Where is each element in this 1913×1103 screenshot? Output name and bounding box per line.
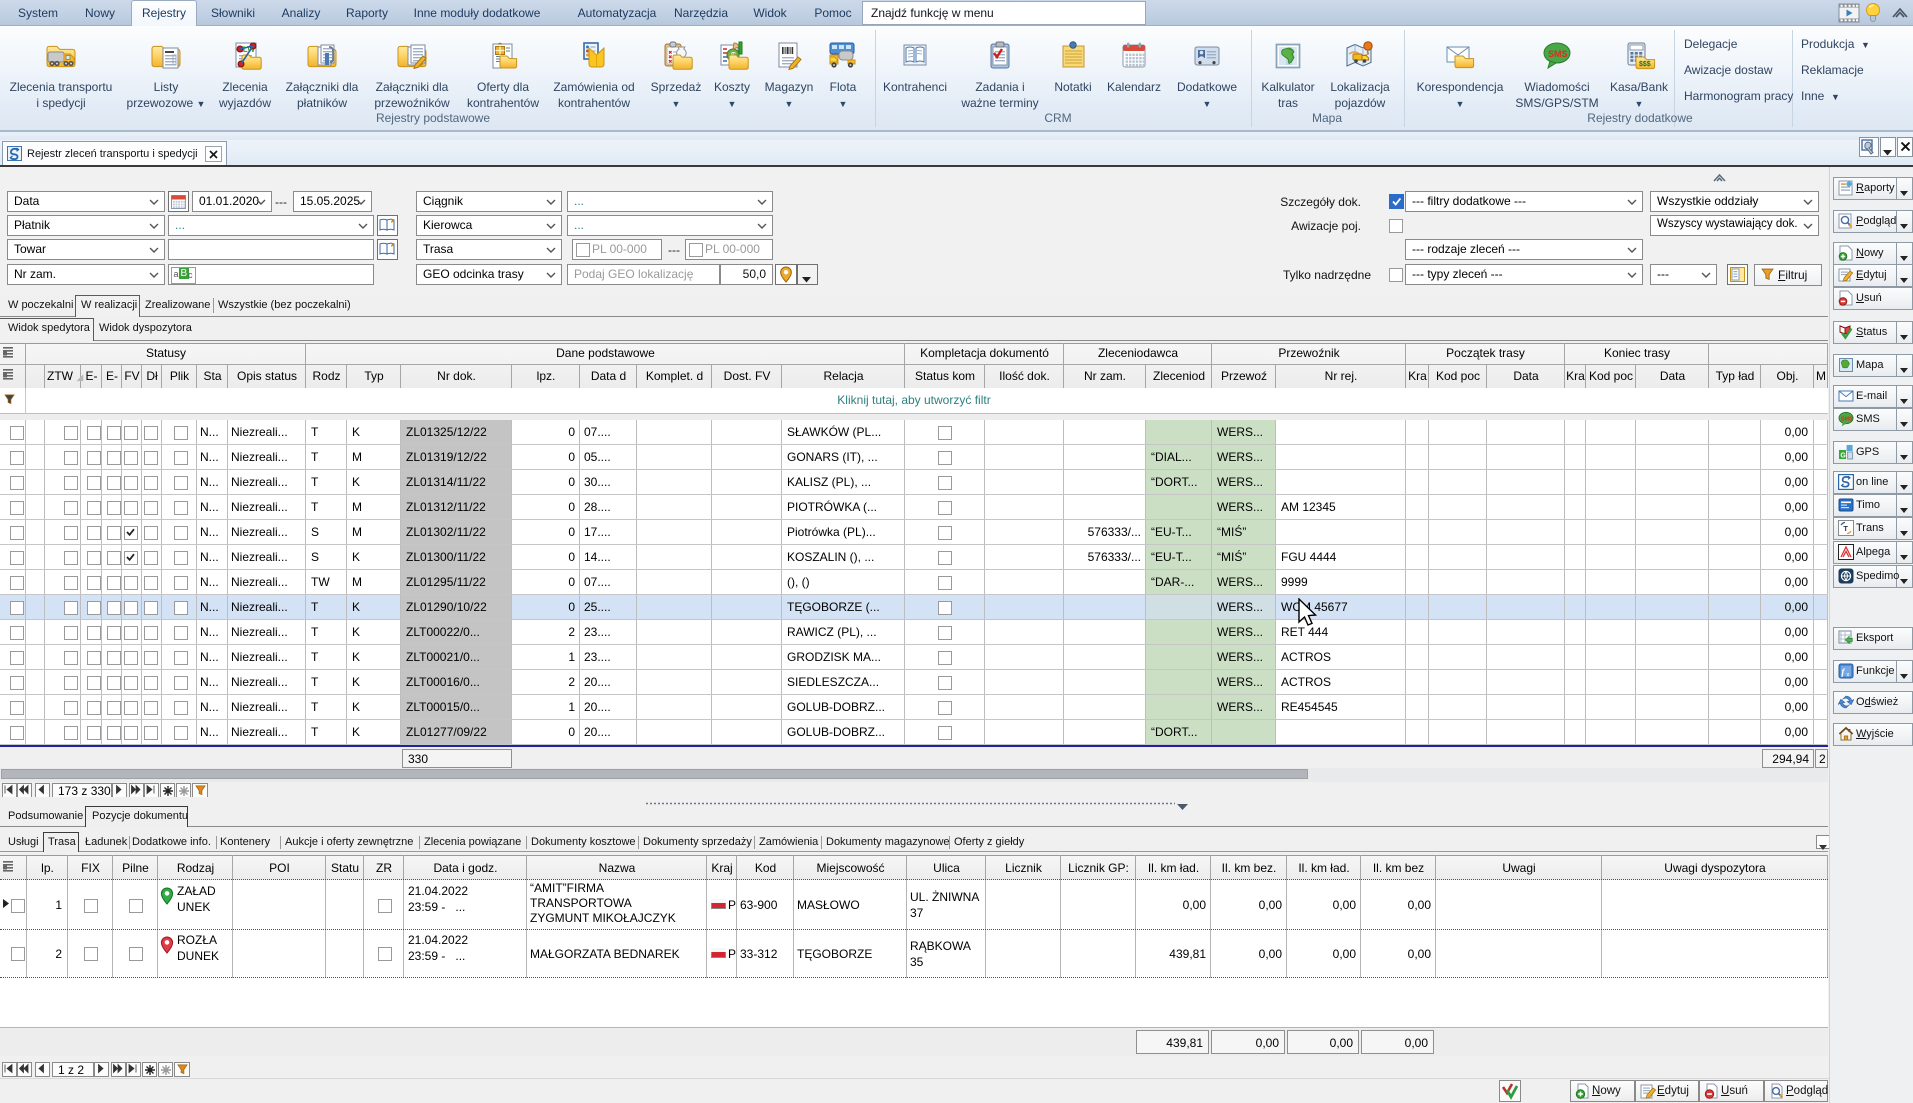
svg-text:G: G: [1840, 452, 1846, 459]
svg-text:ZLW: ZLW: [238, 45, 255, 54]
svg-text:T: T: [1843, 524, 1848, 533]
svg-text:SMS: SMS: [1841, 416, 1853, 422]
svg-text:x: x: [1846, 672, 1849, 678]
svg-text:SMS: SMS: [1548, 49, 1568, 59]
svg-text:f: f: [1841, 667, 1845, 677]
svg-text:$$$: $$$: [1639, 61, 1651, 68]
